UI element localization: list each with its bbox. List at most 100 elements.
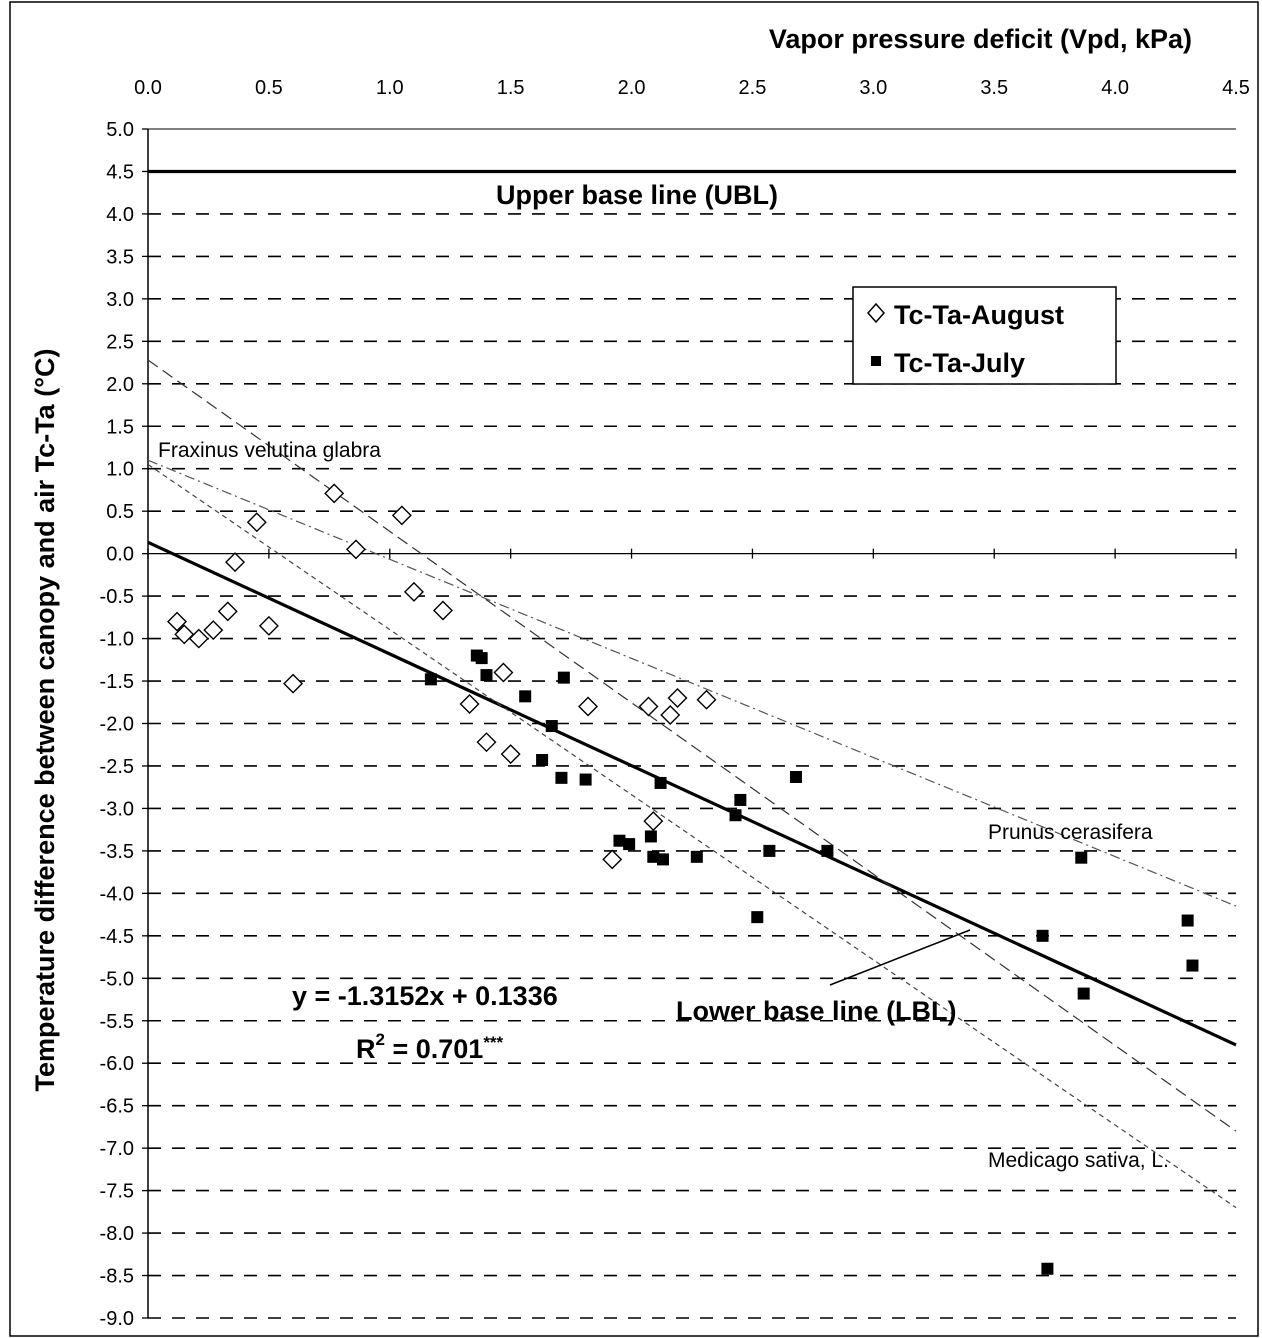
point-august [203,620,224,641]
point-august [217,601,238,622]
point-july [1041,1262,1054,1275]
y-tick-label: -0.5 [100,586,134,608]
point-august [324,483,345,504]
y-tick-label: -1.0 [100,629,134,651]
point-july [789,771,802,784]
y-tick-label: 4.5 [106,161,134,183]
point-august [578,696,599,717]
y-tick-label: 4.0 [106,204,134,226]
y-tick-label: 1.0 [106,459,134,481]
y-tick-label: -1.5 [100,671,134,693]
y-axis-title: Temperature difference between canopy an… [30,349,60,1092]
y-tick-label: 3.5 [106,246,134,268]
r-squared: R2 = 0.701*** [356,1030,504,1064]
legend-marker-august [866,302,886,324]
point-august [174,624,195,645]
point-july [734,793,747,806]
y-tick-label: -4.5 [100,926,134,948]
point-august [638,696,659,717]
point-august [345,539,366,560]
prunus-label: Prunus cerasifera [988,821,1153,844]
point-august [391,505,412,526]
x-tick-label: 1.5 [497,77,525,99]
y-tick-label: 0.5 [106,501,134,523]
x-tick-label: 2.5 [739,77,767,99]
y-tick-label: 2.5 [106,331,134,353]
x-tick-label: 3.0 [859,77,887,99]
point-july [1075,851,1088,864]
point-august [167,611,188,632]
point-august [643,811,664,832]
axes [142,128,1237,1319]
y-tick-label: -3.0 [100,798,134,820]
point-july [656,853,669,866]
point-july [480,669,493,682]
y-tick-label: -4.0 [100,883,134,905]
legend-label-july: Tc-Ta-July [894,348,1025,378]
point-august [403,581,424,602]
point-july [751,911,764,924]
y-tick-label: 5.0 [106,119,134,141]
point-august [283,673,304,694]
y-tick-label: -8.5 [100,1266,134,1288]
point-july [1077,987,1090,1000]
point-august [432,600,453,621]
point-july [555,771,568,784]
r-squared-stars: *** [483,1033,503,1052]
point-july [557,671,570,684]
figure-frame [9,1,1259,1337]
point-august [667,688,688,709]
line-lower-base-line-lbl [147,540,1237,1047]
series-august [167,483,717,870]
point-july [729,809,742,822]
point-august [246,512,267,533]
point-july [763,844,776,857]
point-july [647,850,660,863]
y-tick-label: -8.0 [100,1223,134,1245]
y-tick-label: -2.5 [100,756,134,778]
point-august [188,628,209,649]
point-august [258,615,279,636]
point-july [623,838,636,851]
y-tick-label: 0.0 [106,544,134,566]
lbl-pointer-line [829,929,971,986]
x-tick-label: 2.0 [618,77,646,99]
point-july [1036,929,1049,942]
regression-lines [147,169,1237,1209]
legend: Tc-Ta-August Tc-Ta-July [852,286,1117,385]
line-fraxinus-velutina-glabra [147,459,1237,907]
point-july [1186,959,1199,972]
x-tick-label: 4.5 [1222,77,1250,99]
y-tick-label: 3.0 [106,289,134,311]
series-july [424,649,1199,1275]
point-july [424,673,437,686]
x-tick-label: 0.5 [255,77,283,99]
point-august [696,689,717,710]
y-tick-labels: 5.0 4.5 4.0 3.5 3.0 2.5 2.0 1.5 1.0 0.5 0.0 -0.5 -1.… [100,119,134,1330]
r-squared-sup: 2 [376,1030,385,1049]
point-august [225,552,246,573]
r-squared-value: = 0.701 [385,1034,483,1064]
y-tick-label: -6.0 [100,1053,134,1075]
point-july [613,834,626,847]
x-tick-label: 0.0 [134,77,162,99]
point-july [545,720,558,733]
legend-label-august: Tc-Ta-August [894,300,1064,330]
point-august [660,705,681,725]
x-axis-title: Vapor pressure deficit (Vpd, kPa) [769,24,1192,54]
point-july [536,754,549,767]
ubl-label: Upper base line (UBL) [496,180,778,210]
y-tick-label: -6.5 [100,1096,134,1118]
legend-marker-july [871,356,881,366]
y-tick-label: 1.5 [106,416,134,438]
line-medicago-sativa-l [147,463,1237,1209]
x-tick-labels: 0.0 0.5 1.0 1.5 2.0 2.5 3.0 3.5 4.0 4.5 [134,77,1250,99]
legend-box [852,286,1117,385]
point-july [475,652,488,665]
point-july [644,830,657,843]
point-august [500,744,521,765]
x-tick-label: 4.0 [1101,77,1129,99]
y-tick-label: -5.0 [100,968,134,990]
point-july [821,844,834,857]
